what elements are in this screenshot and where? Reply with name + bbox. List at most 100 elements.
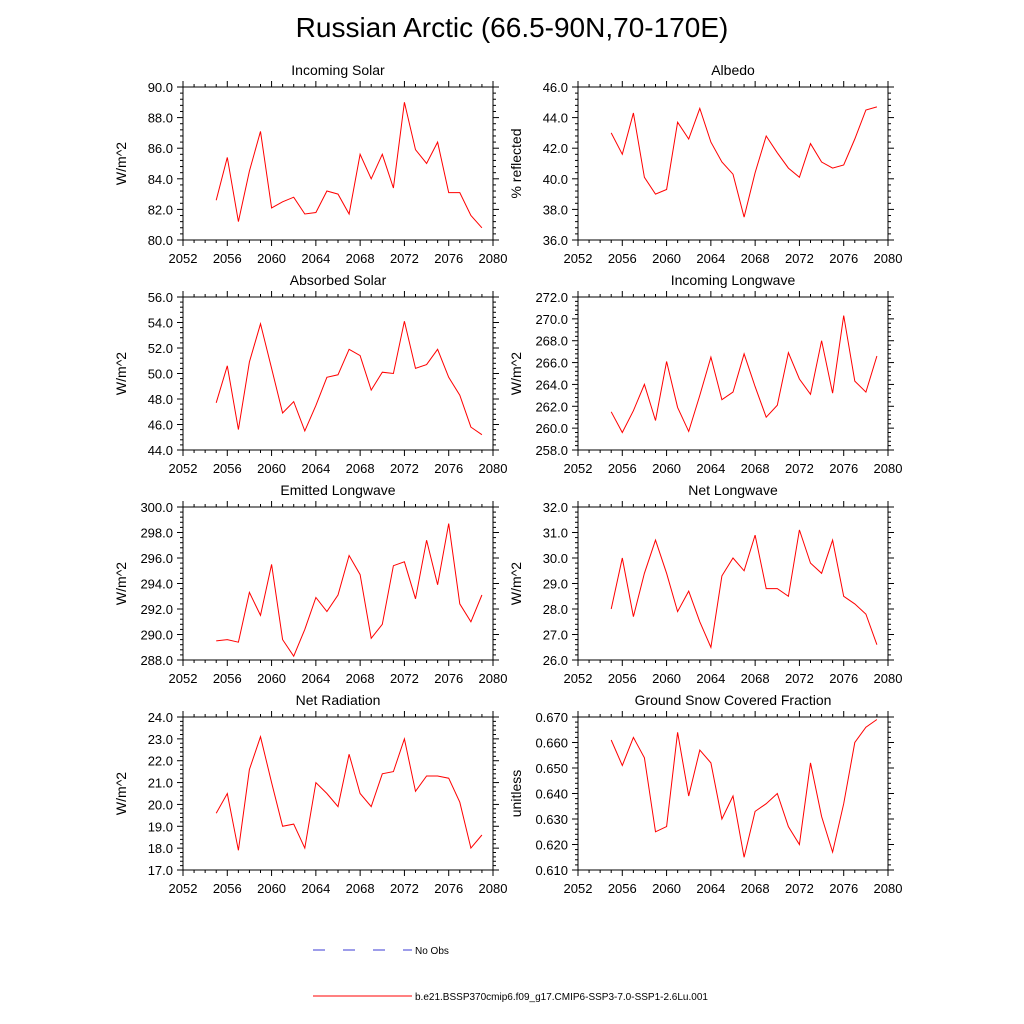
plot-frame: [182, 506, 494, 661]
y-tick-label: 28.0: [543, 602, 568, 617]
y-tick-label: 46.0: [543, 80, 568, 95]
x-tick-label: 2064: [696, 671, 725, 686]
panel-title: Net Radiation: [296, 692, 381, 708]
y-tick-label: 30.0: [543, 551, 568, 566]
y-tick-label: 31.0: [543, 526, 568, 541]
plot-frame: [577, 86, 889, 241]
y-tick-label: 0.640: [535, 787, 568, 802]
x-tick-label: 2068: [346, 881, 375, 896]
panel-ground-snow-covered-fraction: Ground Snow Covered Fraction 2052 2056 2060…: [508, 692, 902, 896]
x-tick-label: 2056: [608, 881, 637, 896]
x-tick-label: 2060: [652, 251, 681, 266]
y-axis-label: W/m^2: [113, 142, 129, 185]
x-tick-label: 2056: [213, 881, 242, 896]
plot-frame: [182, 296, 494, 451]
series-line: [215, 734, 483, 851]
x-tick-label: 2060: [257, 671, 286, 686]
y-tick-label: 0.650: [535, 761, 568, 776]
y-tick-label: 54.0: [148, 316, 173, 331]
series-line: [610, 529, 878, 650]
y-axis-label: W/m^2: [508, 562, 524, 605]
y-tick-label: 22.0: [148, 754, 173, 769]
x-tick-label: 2056: [608, 461, 637, 476]
y-tick-label: 40.0: [543, 172, 568, 187]
y-tick-label: 268.0: [535, 334, 568, 349]
panel-net-radiation: Net Radiation 2052 2056 2060 2064 2068 2072 207…: [113, 692, 507, 896]
y-tick-label: 86.0: [148, 141, 173, 156]
x-tick-label: 2064: [301, 251, 330, 266]
x-tick-label: 2080: [874, 671, 903, 686]
panel-title: Albedo: [711, 62, 755, 78]
x-tick-label: 2060: [257, 251, 286, 266]
x-tick-label: 2068: [741, 461, 770, 476]
x-tick-label: 2080: [479, 251, 508, 266]
x-tick-label: 2076: [829, 881, 858, 896]
x-tick-label: 2068: [741, 881, 770, 896]
x-tick-label: 2076: [434, 881, 463, 896]
y-tick-label: 266.0: [535, 356, 568, 371]
plot-frame: [577, 716, 889, 871]
y-axis-label: W/m^2: [113, 772, 129, 815]
y-tick-label: 48.0: [148, 392, 173, 407]
x-tick-label: 2068: [346, 251, 375, 266]
y-tick-label: 0.660: [535, 736, 568, 751]
legend-label: No Obs: [415, 946, 449, 957]
x-tick-label: 2052: [169, 461, 198, 476]
x-tick-label: 2064: [696, 881, 725, 896]
x-tick-label: 2080: [874, 461, 903, 476]
x-tick-label: 2064: [696, 251, 725, 266]
y-axis-label: W/m^2: [113, 562, 129, 605]
y-tick-label: 294.0: [140, 577, 173, 592]
y-tick-label: 82.0: [148, 202, 173, 217]
x-tick-label: 2072: [390, 671, 419, 686]
x-tick-label: 2072: [785, 251, 814, 266]
x-tick-label: 2064: [301, 671, 330, 686]
plot-frame: [182, 86, 494, 241]
y-tick-label: 300.0: [140, 500, 173, 515]
panel-incoming-solar: Incoming Solar 2052 2056 2060 2064 2068 2072 20…: [113, 62, 507, 266]
x-tick-label: 2080: [479, 671, 508, 686]
y-tick-label: 46.0: [148, 418, 173, 433]
x-tick-label: 2068: [741, 251, 770, 266]
x-tick-label: 2060: [257, 881, 286, 896]
panel-albedo: Albedo 2052 2056 2060 2064 2068 2072 2076 2080 36…: [508, 62, 902, 266]
y-tick-label: 290.0: [140, 628, 173, 643]
y-tick-label: 288.0: [140, 653, 173, 668]
panel-net-longwave: Net Longwave 2052 2056 2060 2064 2068 2072 2076…: [508, 482, 902, 686]
panel-absorbed-solar: Absorbed Solar 2052 2056 2060 2064 2068 2072 20…: [113, 272, 507, 476]
x-tick-label: 2068: [741, 671, 770, 686]
plot-frame: [182, 716, 494, 871]
x-tick-label: 2080: [479, 881, 508, 896]
x-tick-label: 2064: [301, 881, 330, 896]
y-tick-label: 0.620: [535, 838, 568, 853]
panel-incoming-longwave: Incoming Longwave 2052 2056 2060 2064 2068 207…: [508, 272, 902, 476]
series-line: [215, 321, 483, 436]
x-tick-label: 2068: [346, 461, 375, 476]
y-tick-label: 50.0: [148, 367, 173, 382]
x-tick-label: 2052: [564, 461, 593, 476]
legend: No Obs b.e21.BSSP370cmip6.f09_g17.CMIP6-S…: [313, 946, 708, 1003]
x-tick-label: 2080: [479, 461, 508, 476]
legend-label: b.e21.BSSP370cmip6.f09_g17.CMIP6-SSP3-7.…: [415, 992, 708, 1003]
x-tick-label: 2052: [169, 881, 198, 896]
y-axis-label: W/m^2: [508, 352, 524, 395]
panel-title: Absorbed Solar: [290, 272, 387, 288]
y-tick-label: 272.0: [535, 290, 568, 305]
y-axis-label: W/m^2: [113, 352, 129, 395]
y-tick-label: 18.0: [148, 841, 173, 856]
y-tick-label: 88.0: [148, 111, 173, 126]
y-tick-label: 19.0: [148, 819, 173, 834]
x-tick-label: 2076: [829, 251, 858, 266]
x-tick-label: 2072: [785, 671, 814, 686]
y-tick-label: 23.0: [148, 732, 173, 747]
y-tick-label: 20.0: [148, 797, 173, 812]
y-tick-label: 44.0: [148, 443, 173, 458]
panel-title: Ground Snow Covered Fraction: [635, 692, 832, 708]
x-tick-label: 2072: [785, 461, 814, 476]
x-tick-label: 2076: [434, 671, 463, 686]
y-tick-label: 0.630: [535, 812, 568, 827]
panel-title: Emitted Longwave: [280, 482, 395, 498]
plot-frame: [577, 296, 889, 451]
y-tick-label: 52.0: [148, 341, 173, 356]
y-tick-label: 80.0: [148, 233, 173, 248]
